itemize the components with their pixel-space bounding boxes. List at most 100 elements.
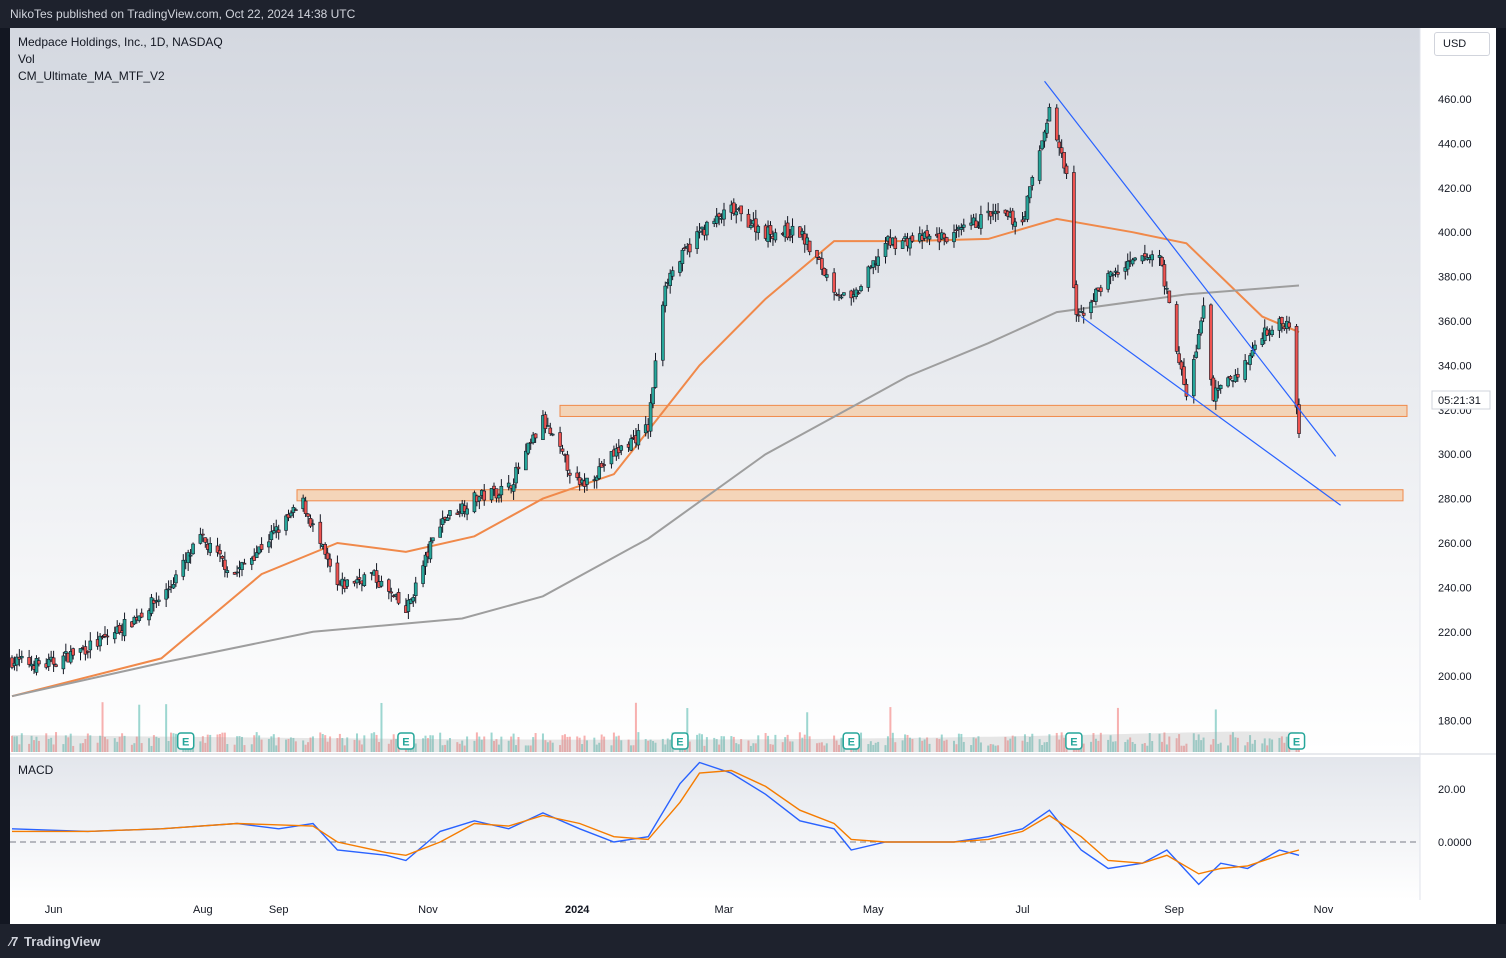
candle-body: [1059, 147, 1064, 154]
volume-bar: [1278, 737, 1281, 752]
volume-bar: [703, 745, 706, 752]
volume-bar: [1109, 735, 1112, 752]
volume-bar: [669, 739, 672, 752]
candle-body: [788, 235, 792, 238]
candle-body: [308, 518, 313, 527]
volume-bar: [1021, 740, 1024, 752]
volume-label[interactable]: Vol: [18, 52, 35, 66]
volume-bar: [216, 734, 219, 752]
volume-bar: [688, 741, 691, 752]
volume-bar: [634, 702, 637, 752]
candle-body: [147, 610, 151, 621]
candle-body: [198, 534, 203, 544]
candle-body: [284, 515, 288, 531]
candle-body: [98, 635, 102, 647]
volume-bar: [977, 736, 980, 752]
volume-bar: [358, 740, 361, 752]
candle-body: [86, 651, 90, 653]
volume-bar: [304, 744, 307, 752]
volume-bar: [86, 733, 89, 752]
candle-body: [1265, 329, 1269, 336]
volume-bar: [1011, 735, 1014, 752]
symbol-title[interactable]: Medpace Holdings, Inc., 1D, NASDAQ: [18, 35, 223, 49]
candle-body: [122, 619, 127, 637]
volume-bar: [874, 742, 877, 752]
volume-bar: [938, 739, 941, 752]
volume-bar: [884, 745, 887, 752]
volume-bar: [309, 737, 312, 752]
volume-bar: [962, 741, 965, 752]
candle-body: [785, 222, 790, 239]
volume-bar: [1134, 743, 1137, 752]
volume-bar: [686, 708, 689, 752]
price-tick-label: 220.00: [1438, 627, 1472, 639]
indicator-label[interactable]: CM_Ultimate_MA_MTF_V2: [18, 69, 165, 83]
volume-bar: [815, 743, 818, 752]
candle-body: [274, 526, 279, 532]
volume-bar: [507, 740, 510, 752]
tradingview-logo[interactable]: ⁄7 TradingView: [10, 934, 100, 949]
candle-body: [1214, 387, 1218, 402]
candle-body: [482, 490, 487, 501]
volume-bar: [1268, 738, 1271, 752]
publish-text: NikoTes published on TradingView.com, Oc…: [10, 7, 356, 21]
publish-header: NikoTes published on TradingView.com, Oc…: [0, 0, 1506, 28]
candle-body: [550, 433, 555, 436]
volume-bar: [1183, 745, 1186, 752]
volume-bar: [997, 745, 1000, 752]
volume-bar: [1058, 739, 1061, 752]
volume-bar: [113, 738, 116, 752]
volume-bar: [321, 734, 324, 752]
candle-body: [1191, 359, 1196, 397]
macd-label[interactable]: MACD: [18, 763, 54, 777]
candle-body: [548, 427, 553, 435]
volume-bar: [757, 735, 760, 752]
candle-body: [1106, 273, 1110, 290]
candle-body: [203, 537, 208, 543]
currency-button[interactable]: USD: [1434, 32, 1490, 56]
volume-bar: [1234, 737, 1237, 752]
volume-bar: [600, 734, 603, 752]
candle-body: [489, 488, 494, 501]
candle-body: [17, 656, 22, 660]
volume-bar: [324, 735, 327, 752]
chart-legend: Medpace Holdings, Inc., 1D, NASDAQ Vol C…: [18, 34, 223, 85]
volume-bar: [103, 736, 106, 752]
candle-body: [746, 213, 751, 228]
candle-body: [687, 243, 692, 253]
volume-bar: [561, 735, 564, 752]
candle-body: [157, 599, 161, 602]
volume-bar: [480, 739, 483, 752]
volume-bar: [781, 742, 784, 752]
volume-bar: [1231, 732, 1234, 752]
volume-bars: [11, 702, 1300, 752]
candle-body: [357, 577, 362, 580]
volume-bar: [444, 744, 447, 752]
candle-body: [1280, 317, 1284, 325]
candle-body: [543, 414, 548, 429]
candle-body: [137, 615, 142, 621]
volume-bar: [524, 745, 527, 752]
candle-body: [15, 656, 19, 666]
volume-bar: [598, 742, 601, 752]
candle-body: [910, 235, 915, 242]
volume-bar: [698, 733, 701, 752]
volume-bar: [833, 735, 836, 752]
candle-body: [374, 570, 379, 583]
volume-bar: [889, 707, 892, 752]
volume-bar: [243, 745, 246, 752]
volume-bar: [33, 740, 36, 752]
volume-bar: [627, 739, 630, 752]
candle-body: [1165, 287, 1169, 290]
candle-body: [477, 496, 482, 502]
volume-bar: [135, 736, 138, 752]
candle-body: [294, 509, 298, 511]
volume-bar: [517, 737, 520, 752]
volume-bar: [461, 740, 464, 752]
volume-bar: [201, 736, 204, 752]
volume-bar: [395, 738, 398, 752]
macd-pane: [10, 761, 1420, 886]
volume-bar: [1285, 736, 1288, 752]
